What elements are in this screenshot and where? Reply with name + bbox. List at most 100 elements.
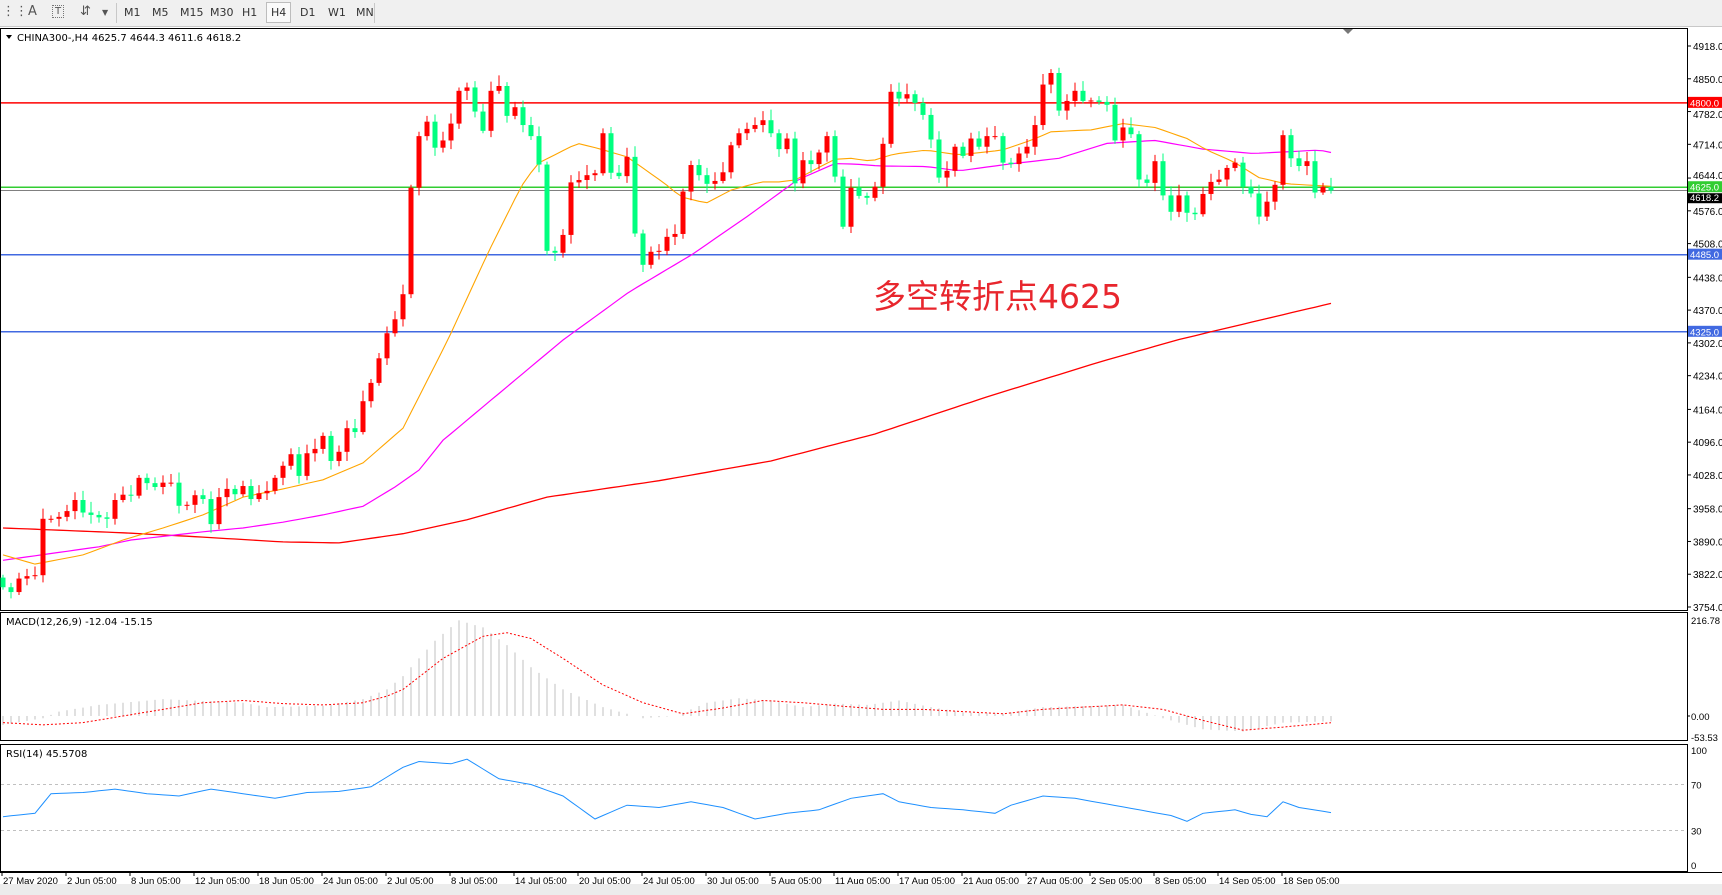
candle-body xyxy=(880,143,886,187)
rsi-pane xyxy=(0,744,1688,872)
candle-body xyxy=(1008,162,1014,165)
timeframe-mn-button[interactable]: MN xyxy=(356,6,374,19)
candle-body xyxy=(824,136,830,153)
candle-body xyxy=(480,111,486,131)
candle-body xyxy=(904,94,910,99)
price-tick-label: 4576.0 xyxy=(1693,207,1722,218)
timeframe-m15-button[interactable]: M15 xyxy=(180,6,204,19)
candle-body xyxy=(48,518,54,520)
candle-body xyxy=(328,435,334,461)
candle-body xyxy=(320,435,326,449)
arrows-icon[interactable]: ⇵ xyxy=(80,4,91,19)
level-price-label xyxy=(1688,96,1722,108)
candle-body xyxy=(976,138,982,147)
price-tick-label: 4714.0 xyxy=(1693,140,1722,151)
candle-body xyxy=(1272,184,1278,202)
timeframe-d1-button[interactable]: D1 xyxy=(300,6,316,19)
candle-body xyxy=(24,576,30,579)
candle-body xyxy=(1216,179,1222,182)
text-a-icon[interactable]: A xyxy=(28,4,37,19)
candle-body xyxy=(344,428,350,452)
macd-histogram xyxy=(2,620,1332,732)
price-tick-label: 4508.0 xyxy=(1693,240,1722,251)
timeframe-m30-button[interactable]: M30 xyxy=(210,6,234,19)
candle-body xyxy=(728,145,734,173)
candle-body xyxy=(1304,161,1310,167)
candle-body xyxy=(1280,135,1286,185)
timeframe-m1-button[interactable]: M1 xyxy=(124,6,141,19)
candle-body xyxy=(512,107,518,116)
candle-body xyxy=(736,133,742,146)
candle-body xyxy=(840,176,846,227)
candle-body xyxy=(240,486,246,495)
grid-icon[interactable]: ⋮⋮ xyxy=(2,4,28,19)
price-tick-label: 4438.0 xyxy=(1693,273,1722,284)
text-label-icon[interactable]: T xyxy=(52,5,65,18)
candle-body xyxy=(952,146,958,171)
timeframe-h1-button[interactable]: H1 xyxy=(242,6,258,19)
symbol-legend: CHINA300-,H4 4625.7 4644.3 4611.6 4618.2 xyxy=(17,33,241,44)
ma-fast-line xyxy=(2,123,1332,565)
candle-body xyxy=(312,448,318,454)
candle-body xyxy=(376,358,382,383)
candle-body xyxy=(1056,72,1062,111)
time-tick-label: 2 Jul 05:00 xyxy=(387,876,433,887)
candle-body xyxy=(232,488,238,495)
candle-body xyxy=(1224,167,1230,180)
candle-body xyxy=(224,488,230,498)
time-tick-label: 5 Aug 05:00 xyxy=(771,876,822,887)
price-tick-label: 3754.0 xyxy=(1693,603,1722,614)
time-tick-label: 8 Jun 05:00 xyxy=(131,876,181,887)
candle-body xyxy=(304,453,310,476)
candle-body xyxy=(336,451,342,461)
candle-body xyxy=(1072,90,1078,101)
level-price-text: 4485.0 xyxy=(1690,250,1719,261)
rsi-tick-label: 0 xyxy=(1691,861,1696,872)
candle-body xyxy=(64,511,70,517)
macd-label: MACD(12,26,9) -12.04 -15.15 xyxy=(6,617,153,628)
price-tick-label: 3890.0 xyxy=(1693,537,1722,548)
timeframe-m5-button[interactable]: M5 xyxy=(152,6,169,19)
candle-body xyxy=(192,495,198,505)
candle-body xyxy=(536,136,542,165)
candle-body xyxy=(1104,101,1110,105)
candle-body xyxy=(968,138,974,156)
candle-body xyxy=(416,136,422,188)
candles xyxy=(0,67,1334,599)
collapse-triangle-icon[interactable] xyxy=(6,35,12,39)
candle-body xyxy=(1232,162,1238,168)
macd-tick-label: 0.00 xyxy=(1691,712,1710,723)
main-pane xyxy=(0,28,1688,611)
candle-body xyxy=(432,121,438,148)
candle-body xyxy=(400,294,406,320)
candle-body xyxy=(704,175,710,184)
candle-body xyxy=(560,234,566,253)
candle-body xyxy=(1328,186,1334,191)
time-tick-label: 8 Sep 05:00 xyxy=(1155,876,1206,887)
rsi-tick-label: 70 xyxy=(1691,781,1702,792)
timeframe-h4-button[interactable]: H4 xyxy=(266,2,292,23)
candle-body xyxy=(88,512,94,515)
candle-body xyxy=(624,156,630,177)
price-tick-label: 4302.0 xyxy=(1693,339,1722,350)
candle-body xyxy=(8,587,14,593)
candle-body xyxy=(104,517,110,519)
candle-body xyxy=(944,170,950,178)
candle-body xyxy=(408,187,414,295)
timeframe-w1-button[interactable]: W1 xyxy=(328,6,346,19)
dropdown-arrow-icon[interactable]: ▼ xyxy=(102,8,109,17)
candle-body xyxy=(1128,127,1134,135)
candle-body xyxy=(136,477,142,496)
candle-body xyxy=(1176,195,1182,212)
candle-body xyxy=(1032,125,1038,147)
candle-body xyxy=(424,121,430,137)
ma-mid-line xyxy=(2,139,1332,561)
price-tick-label: 3958.0 xyxy=(1693,505,1722,516)
chart-shift-marker-icon[interactable] xyxy=(1343,29,1353,34)
level-price-text: 4325.0 xyxy=(1690,327,1719,338)
candle-body xyxy=(1192,212,1198,215)
chart-annotation[interactable]: 多空转折点4625 xyxy=(873,277,1122,316)
candle-body xyxy=(568,182,574,235)
candle-body xyxy=(640,233,646,265)
